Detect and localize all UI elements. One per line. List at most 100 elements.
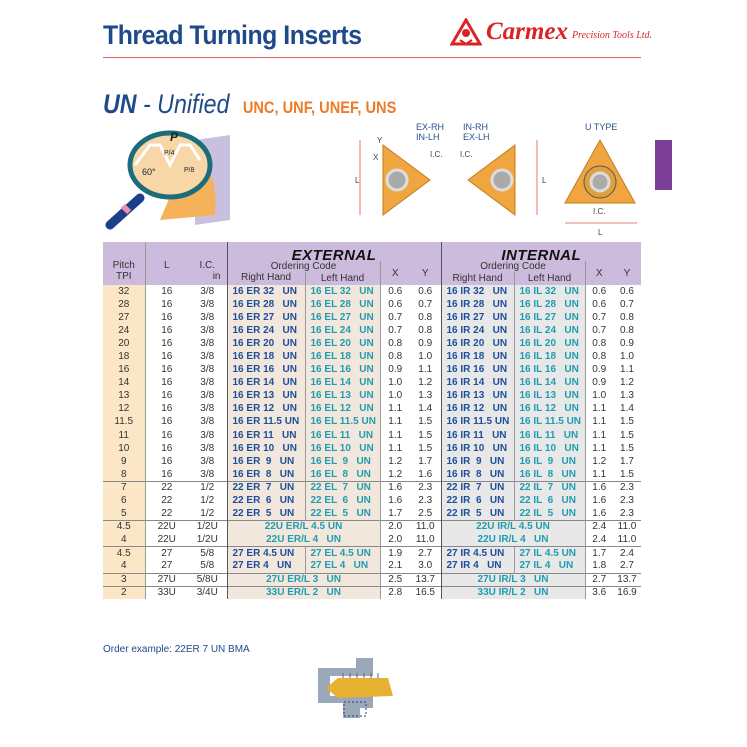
l-cell: 33U bbox=[144, 585, 188, 600]
ext-rh-code-cell: 16 ER 20 UN bbox=[226, 337, 305, 351]
ext-lh-code-cell: 27 EL 4 UN bbox=[304, 559, 380, 574]
int-lh-code-cell: 22 IL 5 UN bbox=[513, 507, 585, 521]
ext-rh-code-cell: 16 ER 13 UN bbox=[226, 389, 305, 403]
ext-lh-code-cell: 22 EL 6 UN bbox=[304, 494, 380, 508]
int-rh-code-cell: 16 IR 18 UN bbox=[440, 350, 514, 364]
diagram-label-ex-rh: EX-RH IN-LH bbox=[416, 122, 445, 142]
int-rh-code-cell: 27 IR 4 UN bbox=[440, 559, 514, 574]
external-heading: EXTERNAL bbox=[226, 242, 441, 263]
table-body: 32 16 3/8 16 ER 32 UN 16 EL 32 UN 0.6 0.6 16 IR… bbox=[103, 285, 641, 600]
int-col-y: Y bbox=[613, 261, 641, 285]
ext-rh-code-cell: 16 ER 10 UN bbox=[226, 442, 305, 456]
ic-cell: 5/8 bbox=[200, 560, 215, 572]
diagram-label-u-type: U TYPE bbox=[585, 122, 618, 132]
ext-rh-code-cell: 16 ER 9 UN bbox=[226, 455, 305, 469]
int-rh-code-cell: 16 IR 24 UN bbox=[440, 324, 514, 338]
int-y-cell: 0.6 bbox=[620, 285, 634, 297]
int-rh-code-cell: 22 IR 5 UN bbox=[440, 507, 514, 521]
ext-y-cell: 0.7 bbox=[418, 298, 433, 310]
int-y-cell: 2.3 bbox=[613, 480, 641, 495]
l-cell: 27U bbox=[144, 572, 188, 587]
int-y-cell: 2.7 bbox=[620, 560, 634, 572]
int-x-cell: 1.7 bbox=[584, 546, 613, 560]
int-x-cell: 0.7 bbox=[584, 324, 613, 338]
ic-cell: 1/2 bbox=[200, 495, 215, 507]
int-lh-code-cell: 16 IL 13 UN bbox=[513, 389, 585, 403]
int-lh-code-cell: 16 IL 20 UN bbox=[513, 337, 585, 351]
int-rh-code-cell: 22 IR 7 UN bbox=[440, 480, 514, 495]
table-row: 7 22 1/2 22 ER 7 UN 22 EL 7 UN 1.6 2.3 22 IR 7 … bbox=[103, 480, 641, 495]
col-ic: I.C. in bbox=[188, 242, 227, 285]
int-code-cell: 22U IR/L 4.5 UN bbox=[440, 520, 585, 534]
table-row: 14 16 3/8 16 ER 14 UN 16 EL 14 UN 1.0 1.2 16 IR… bbox=[103, 376, 641, 390]
ext-y-cell: 11.0 bbox=[410, 520, 441, 534]
table-row: 16 16 3/8 16 ER 16 UN 16 EL 16 UN 0.9 1.1 16 IR… bbox=[103, 363, 641, 377]
table-row: 18 16 3/8 16 ER 18 UN 16 EL 18 UN 0.8 1.0 16 IR… bbox=[103, 350, 641, 364]
l-cell: 16 bbox=[144, 311, 188, 325]
ext-y-cell: 1.5 bbox=[418, 442, 433, 454]
ext-x-cell: 1.1 bbox=[379, 402, 410, 416]
ext-lh-code-cell: 16 EL 11.5 UN bbox=[304, 415, 380, 430]
svg-text:L: L bbox=[355, 176, 360, 185]
ic-cell: 3/8 bbox=[200, 468, 215, 480]
l-cell: 16 bbox=[144, 350, 188, 364]
ext-x-cell: 1.2 bbox=[379, 468, 410, 482]
ext-rh-code-cell: 16 ER 27 UN bbox=[226, 311, 305, 325]
ext-code-cell: 22U ER/L 4.5 UN bbox=[226, 520, 380, 534]
ext-rh-code-cell: 16 ER 28 UN bbox=[226, 298, 305, 312]
ext-x-cell: 0.6 bbox=[379, 285, 410, 299]
pitch-cell: 27 bbox=[103, 311, 145, 325]
int-lh-code-cell: 27 IL 4 UN bbox=[513, 559, 585, 574]
ext-rh-code-cell: 16 ER 18 UN bbox=[226, 350, 305, 364]
int-code-cell: 33U IR/L 2 UN bbox=[440, 585, 585, 600]
int-x-cell: 1.0 bbox=[584, 389, 613, 403]
table-row: 10 16 3/8 16 ER 10 UN 16 EL 10 UN 1.1 1.5 16 IR… bbox=[103, 442, 641, 456]
ext-x-cell: 1.1 bbox=[379, 415, 410, 430]
int-lh-code-cell: 16 IL 14 UN bbox=[513, 376, 585, 390]
pitch-cell: 4 bbox=[103, 559, 145, 574]
int-y-cell: 0.7 bbox=[620, 298, 634, 310]
carmex-logo-icon bbox=[450, 18, 482, 46]
ext-x-cell: 0.6 bbox=[379, 298, 410, 312]
int-x-cell: 1.1 bbox=[584, 429, 613, 443]
int-x-cell: 0.9 bbox=[584, 376, 613, 390]
int-y-cell: 0.8 bbox=[620, 311, 634, 323]
ext-right-hand: Right Hand bbox=[226, 272, 305, 285]
l-cell: 16 bbox=[144, 324, 188, 338]
int-lh-code-cell: 16 IL 11.5 UN bbox=[513, 415, 585, 430]
ic-cell: 3/8 bbox=[200, 455, 215, 467]
ext-code-cell: 22U ER/L 4 UN bbox=[226, 533, 380, 547]
int-lh-code-cell: 16 IL 24 UN bbox=[513, 324, 585, 338]
ext-x-cell: 1.0 bbox=[379, 376, 410, 390]
ext-x-cell: 1.6 bbox=[379, 494, 410, 508]
internal-heading: INTERNAL bbox=[440, 242, 641, 263]
int-rh-code-cell: 16 IR 14 UN bbox=[440, 376, 514, 390]
u-type-insert-icon: I.C. L bbox=[564, 138, 637, 237]
header-rule bbox=[103, 57, 641, 58]
ext-x-cell: 0.9 bbox=[379, 363, 410, 377]
ext-lh-code-cell: 27 EL 4.5 UN bbox=[304, 546, 380, 560]
ext-col-y: Y bbox=[410, 261, 441, 285]
l-cell: 16 bbox=[144, 298, 188, 312]
svg-text:I.C.: I.C. bbox=[460, 150, 472, 159]
int-lh-code-cell: 16 IL 28 UN bbox=[513, 298, 585, 312]
thread-profile-illustration: P P/4 P/8 60° bbox=[105, 130, 230, 230]
ic-cell: 3/4U bbox=[188, 585, 227, 600]
ext-lh-code-cell: 16 EL 12 UN bbox=[304, 402, 380, 416]
ext-x-cell: 0.8 bbox=[379, 337, 410, 351]
pitch-cell: 9 bbox=[103, 455, 145, 469]
int-lh-code-cell: 16 IL 9 UN bbox=[513, 455, 585, 469]
ext-rh-code-cell: 16 ER 12 UN bbox=[226, 402, 305, 416]
p4-label: P/4 bbox=[164, 150, 175, 157]
int-lh-code-cell: 16 IL 16 UN bbox=[513, 363, 585, 377]
table-row: 32 16 3/8 16 ER 32 UN 16 EL 32 UN 0.6 0.6 16 IR… bbox=[103, 285, 641, 299]
pitch-cell: 6 bbox=[103, 494, 145, 508]
int-y-cell: 1.7 bbox=[620, 455, 634, 467]
int-rh-code-cell: 16 IR 27 UN bbox=[440, 311, 514, 325]
svg-text:X: X bbox=[373, 153, 379, 162]
table-row: 12 16 3/8 16 ER 12 UN 16 EL 12 UN 1.1 1.4 16 IR… bbox=[103, 402, 641, 416]
ext-lh-code-cell: 16 EL 14 UN bbox=[304, 376, 380, 390]
int-y-cell: 11.0 bbox=[617, 534, 637, 546]
pitch-cell: 11.5 bbox=[103, 415, 145, 430]
ext-y-cell: 0.8 bbox=[418, 311, 433, 323]
